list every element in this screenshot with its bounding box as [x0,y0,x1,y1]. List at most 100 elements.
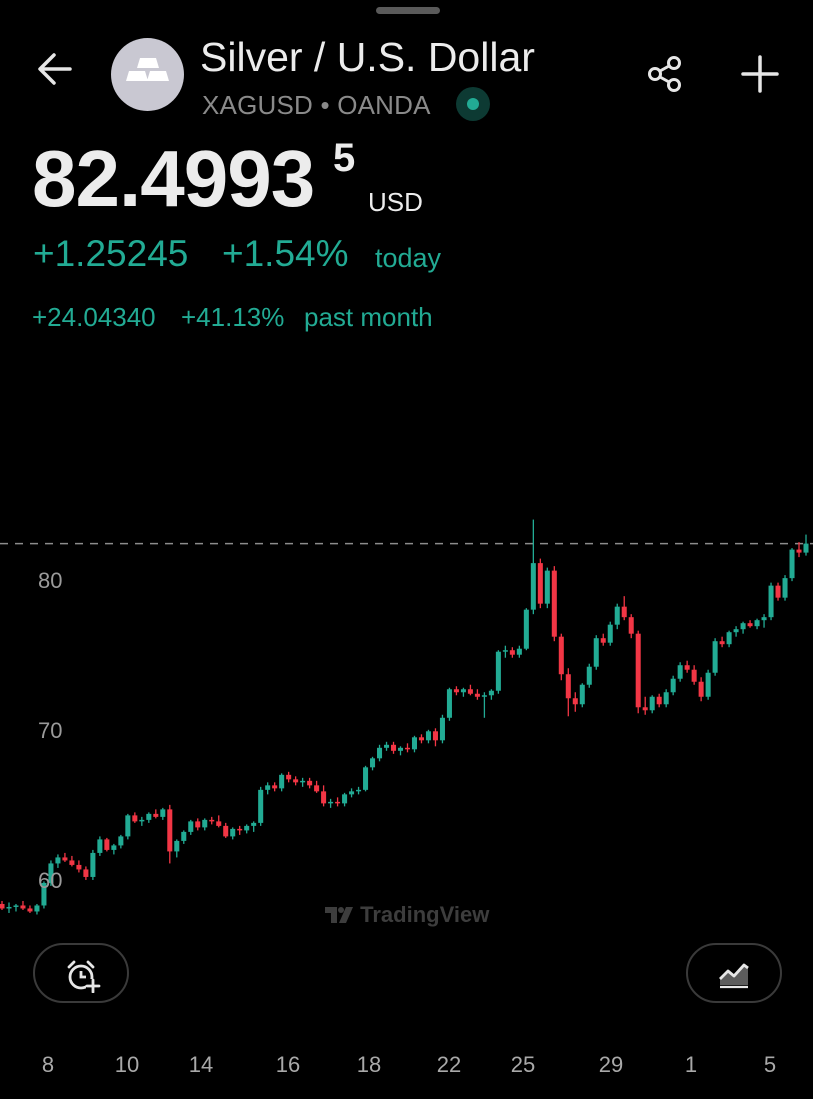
candle-down [293,779,299,783]
symbol-logo [111,38,184,111]
candle-up [174,840,180,852]
candle-up [90,852,96,877]
plus-icon [741,55,779,93]
candle-up [370,758,376,768]
candle-down [747,623,753,627]
price-superscript: 5 [333,136,356,180]
ticker-text: XAGUSD [202,90,314,120]
watermark-text: TradingView [360,902,490,927]
candle-up [705,672,711,697]
x-axis-label: 8 [41,1052,55,1077]
x-axis-label: 29 [598,1052,624,1077]
add-alert-button[interactable] [33,943,129,1003]
candle-down [27,908,33,912]
candle-down [684,665,690,670]
back-button[interactable] [34,48,76,90]
candle-down [656,696,662,705]
candle-up [34,905,40,912]
candle-down [286,774,292,780]
candle-up [782,578,788,598]
candle-up [544,570,550,604]
price-value: 82.4993 [32,134,315,223]
candle-down [76,864,82,870]
candle-down [83,869,89,877]
candle-up [502,650,508,652]
candle-down [314,785,320,792]
chart-style-button[interactable] [686,943,782,1003]
y-axis-label: 70 [38,718,63,744]
candle-down [467,689,473,694]
x-axis-label: 25 [510,1052,536,1077]
candle-up [118,836,124,846]
candle-up [146,813,152,820]
candle-down [20,905,26,909]
candle-down [628,617,634,634]
candle-up [258,789,264,823]
candle-down [698,681,704,697]
candle-up [425,731,431,741]
arrow-left-icon [38,53,72,85]
change-period-label: today [375,243,442,273]
candle-down [216,821,222,826]
candle-down [551,570,557,637]
candle-up [460,689,466,693]
candle-down [0,903,5,909]
candle-down [321,791,327,804]
candle-down [404,747,411,750]
candle-up [761,617,767,621]
silver-bars-icon [126,58,169,81]
month-change-label: past month [304,302,433,332]
y-axis-label: 60 [38,868,63,894]
candle-up [328,801,334,804]
candle-up [349,791,355,795]
candle-down [621,606,627,618]
alarm-plus-icon [67,960,101,993]
candle-down [272,785,278,789]
candle-up [530,563,536,610]
candle-up [342,794,348,804]
candle-up [740,623,746,630]
candle-up [300,780,306,783]
candle-up [586,666,592,685]
candle-up [397,747,404,751]
x-axis-label: 10 [114,1052,140,1077]
candle-down [335,801,341,804]
candle-up [244,825,250,831]
candle-up [803,543,809,553]
y-axis-label: 80 [38,568,63,594]
candle-up [111,845,117,850]
exchange-text: OANDA [337,90,431,120]
candle-down [537,563,543,604]
candle-down [223,825,229,837]
candle-up [356,789,362,792]
month-change-percent: +41.13% [181,302,285,332]
add-button[interactable] [740,54,780,94]
candle-down [432,731,438,741]
symbol-title: Silver / U.S. Dollar [200,34,535,80]
candle-up [48,863,54,883]
candle-up [55,857,61,864]
currency-label: USD [368,187,423,217]
candle-up [768,585,774,618]
candle-up [593,638,599,667]
candle-up [579,684,585,705]
candle-down [635,633,641,708]
candle-up [516,648,522,655]
candle-up [439,717,445,741]
candle-down [558,636,564,675]
share-button[interactable] [645,54,685,94]
candle-up [789,549,795,579]
candle-up [13,905,19,907]
candle-down [796,549,802,553]
x-axis-label: 1 [684,1052,698,1077]
candle-up [670,678,676,693]
drag-handle[interactable] [376,7,440,14]
candle-up [251,822,257,826]
candle-up [481,695,487,697]
candle-down [390,744,397,751]
candle-up [495,651,501,691]
candle-up [97,839,103,853]
area-chart-icon [719,963,749,989]
candlestick-chart[interactable] [0,0,813,1000]
candle-down [642,707,648,711]
